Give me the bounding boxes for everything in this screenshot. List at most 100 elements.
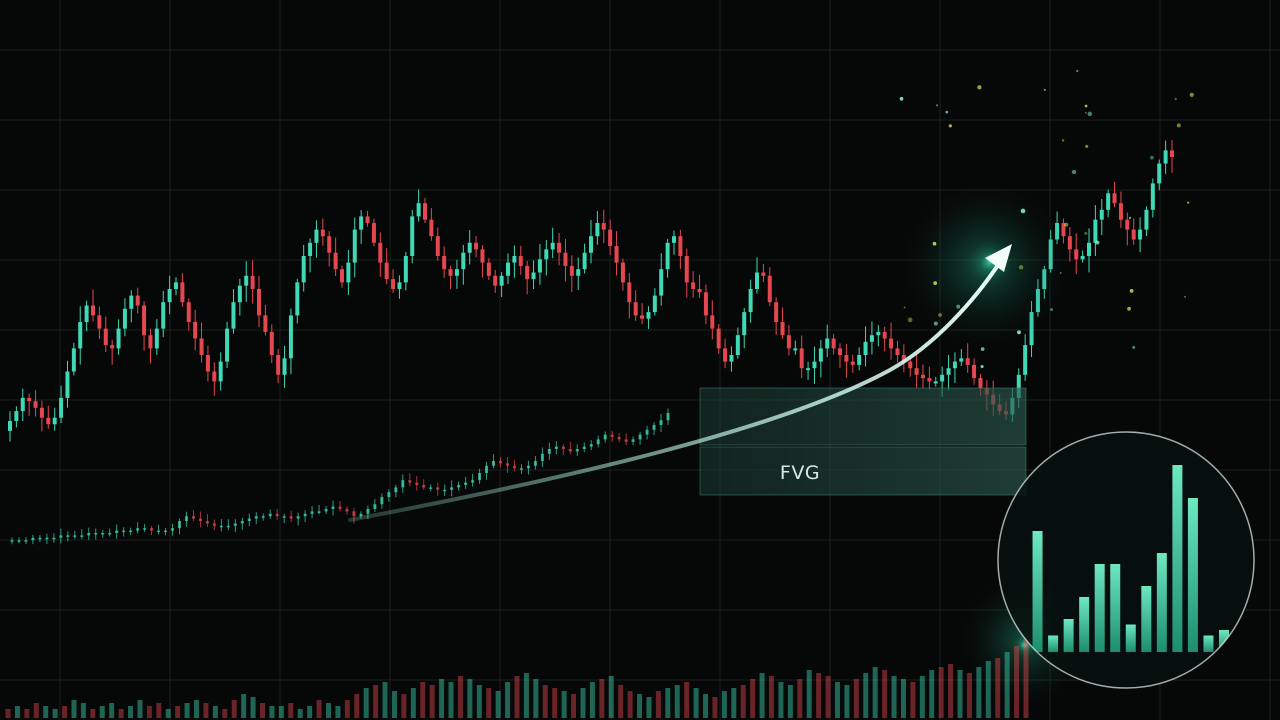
volume-bar: [599, 679, 605, 718]
ghost-candle-body: [373, 504, 377, 509]
candle-body: [1023, 345, 1028, 375]
volume-bar: [33, 703, 39, 718]
sparkle-particle: [903, 306, 906, 309]
volume-bar: [646, 697, 652, 718]
sparkle-particle: [1176, 123, 1181, 128]
candle-body: [863, 341, 868, 355]
volume-bar: [514, 676, 520, 718]
volume-bar: [787, 685, 793, 718]
candle-body: [8, 421, 12, 431]
candle-body: [461, 252, 466, 270]
candle-body: [33, 401, 38, 408]
sparkle-particle: [1084, 104, 1088, 108]
candle-body: [486, 262, 491, 276]
sparkle-particle: [1043, 88, 1046, 91]
candle-body: [467, 242, 472, 253]
sparkle-particle: [1076, 69, 1079, 73]
ghost-candle-body: [205, 521, 209, 524]
fvg-upper-box: [699, 387, 1027, 446]
volume-bar: [910, 682, 916, 718]
candle-body: [199, 338, 204, 355]
ghost-candle-body: [184, 516, 188, 521]
ghost-candle-body: [324, 509, 328, 512]
candle-body: [672, 236, 676, 243]
candle-body: [684, 256, 689, 283]
volume-bar: [448, 682, 454, 718]
sparkle-particle: [1128, 216, 1132, 220]
sparkle-particle: [1095, 240, 1100, 245]
fvg-zone: FVG: [699, 387, 1027, 496]
candle-body: [786, 335, 791, 349]
ghost-candle-body: [59, 535, 63, 538]
ghost-candle-body: [296, 516, 300, 519]
candle-body: [921, 374, 925, 379]
ghost-candle-body: [66, 535, 70, 537]
volume-bar: [344, 700, 350, 718]
candle-body: [97, 315, 102, 329]
candle-body: [633, 302, 638, 316]
ghost-candle-body: [512, 465, 516, 469]
ghost-candle-body: [485, 465, 489, 473]
candle-body: [84, 305, 89, 322]
volume-bar: [712, 697, 718, 718]
candle-body: [582, 252, 587, 270]
candle-body: [14, 411, 19, 421]
candle-body: [640, 315, 645, 319]
ghost-candle-body: [108, 533, 112, 535]
volume-bar: [703, 694, 709, 718]
candle-body: [882, 331, 887, 339]
candle-body: [1016, 374, 1021, 398]
candle-body: [276, 355, 281, 375]
ghost-candle-body: [45, 537, 49, 540]
ghost-candle-body: [582, 446, 586, 449]
candle-body: [710, 315, 715, 329]
candle-body: [1106, 193, 1111, 210]
ghost-candle-body: [547, 449, 551, 454]
candle-body: [205, 355, 210, 372]
volume-bar: [457, 676, 463, 718]
volume-bar: [269, 706, 275, 718]
candle-body: [403, 256, 408, 283]
ghost-candle-body: [317, 511, 321, 513]
volume-bar: [401, 694, 407, 718]
volume-bar: [297, 709, 303, 718]
candle-body: [620, 262, 625, 283]
ghost-candle-body: [115, 530, 119, 533]
sparkle-particle: [938, 313, 942, 317]
volume-bar: [184, 703, 190, 718]
volume-bar: [241, 694, 247, 718]
sparkle-particle: [1020, 208, 1026, 214]
volume-bar: [137, 700, 143, 718]
ghost-candle-body: [492, 461, 496, 466]
ghost-candle-body: [171, 528, 175, 531]
volume-bar: [816, 673, 822, 718]
candle-body: [122, 308, 127, 329]
ghost-candle-body: [80, 535, 84, 537]
volume-bar: [373, 685, 379, 718]
sparkle-particle: [1187, 201, 1190, 204]
volume-bar: [938, 667, 944, 718]
candle-body: [20, 397, 25, 412]
ghost-candle-body: [387, 492, 391, 497]
volume-bar: [825, 676, 831, 718]
candle-body: [225, 328, 230, 362]
candle-body: [818, 348, 823, 362]
candle-body: [474, 242, 479, 250]
candle-body: [1131, 229, 1136, 240]
ghost-candle-body: [164, 530, 168, 533]
candle-body: [678, 236, 683, 256]
volume-bar: [14, 706, 20, 718]
candle-body: [52, 417, 57, 425]
inset-volume-bar: [1187, 498, 1198, 652]
volume-bar: [533, 679, 539, 718]
candle-body: [608, 229, 613, 247]
candle-body: [167, 289, 172, 303]
volume-bar: [486, 688, 492, 718]
candle-body: [748, 289, 753, 313]
volume-bar: [156, 703, 162, 718]
sparkle-particle: [933, 321, 938, 326]
volume-bar: [175, 706, 181, 718]
candle-body: [793, 348, 798, 351]
volume-bar: [5, 709, 11, 718]
candle-body: [1170, 150, 1174, 157]
